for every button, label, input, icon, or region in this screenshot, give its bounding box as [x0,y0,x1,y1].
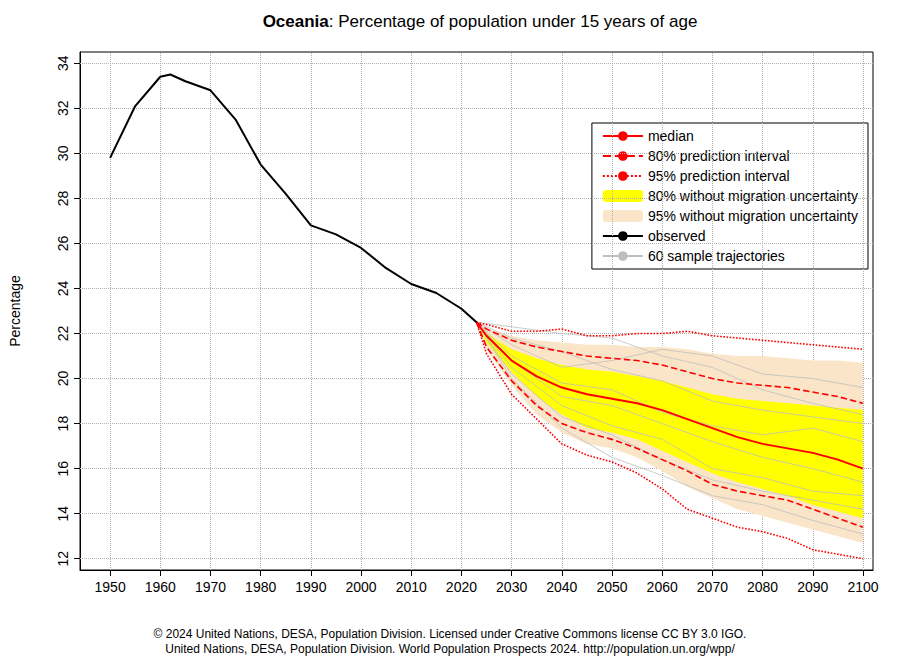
svg-text:30: 30 [55,145,71,161]
svg-text:1970: 1970 [195,579,226,595]
svg-text:© 2024 United Nations, DESA, P: © 2024 United Nations, DESA, Population … [154,627,747,641]
svg-text:2040: 2040 [546,579,577,595]
svg-text:2060: 2060 [647,579,678,595]
svg-text:Oceania: Oceania [263,12,330,31]
svg-text:United Nations, DESA, Populati: United Nations, DESA, Population Divisio… [165,642,735,656]
svg-text:22: 22 [55,326,71,342]
svg-text:12: 12 [55,551,71,567]
svg-text:80% prediction interval: 80% prediction interval [648,148,790,164]
svg-text:28: 28 [55,190,71,206]
svg-text:95% without migration uncertai: 95% without migration uncertainty [648,208,858,224]
svg-text:Percentage: Percentage [7,275,23,347]
svg-text:95% prediction interval: 95% prediction interval [648,168,790,184]
svg-text:34: 34 [55,55,71,71]
svg-text:1980: 1980 [245,579,276,595]
svg-text:60 sample trajectories: 60 sample trajectories [648,248,785,264]
svg-text:18: 18 [55,416,71,432]
svg-text:: Percentage of population und: : Percentage of population under 15 year… [329,12,698,31]
svg-text:2070: 2070 [697,579,728,595]
svg-text:26: 26 [55,235,71,251]
svg-text:32: 32 [55,100,71,116]
svg-text:2090: 2090 [797,579,828,595]
svg-text:24: 24 [55,280,71,296]
svg-text:1990: 1990 [295,579,326,595]
svg-text:2100: 2100 [847,579,878,595]
svg-text:2020: 2020 [446,579,477,595]
svg-text:20: 20 [55,371,71,387]
svg-text:80% without migration uncertai: 80% without migration uncertainty [648,188,858,204]
svg-text:median: median [648,128,694,144]
svg-text:14: 14 [55,506,71,522]
svg-text:16: 16 [55,461,71,477]
svg-text:1960: 1960 [145,579,176,595]
svg-text:1950: 1950 [95,579,126,595]
svg-text:2080: 2080 [747,579,778,595]
svg-text:2030: 2030 [496,579,527,595]
svg-text:2010: 2010 [396,579,427,595]
svg-text:observed: observed [648,228,706,244]
svg-text:2050: 2050 [596,579,627,595]
svg-text:2000: 2000 [345,579,376,595]
